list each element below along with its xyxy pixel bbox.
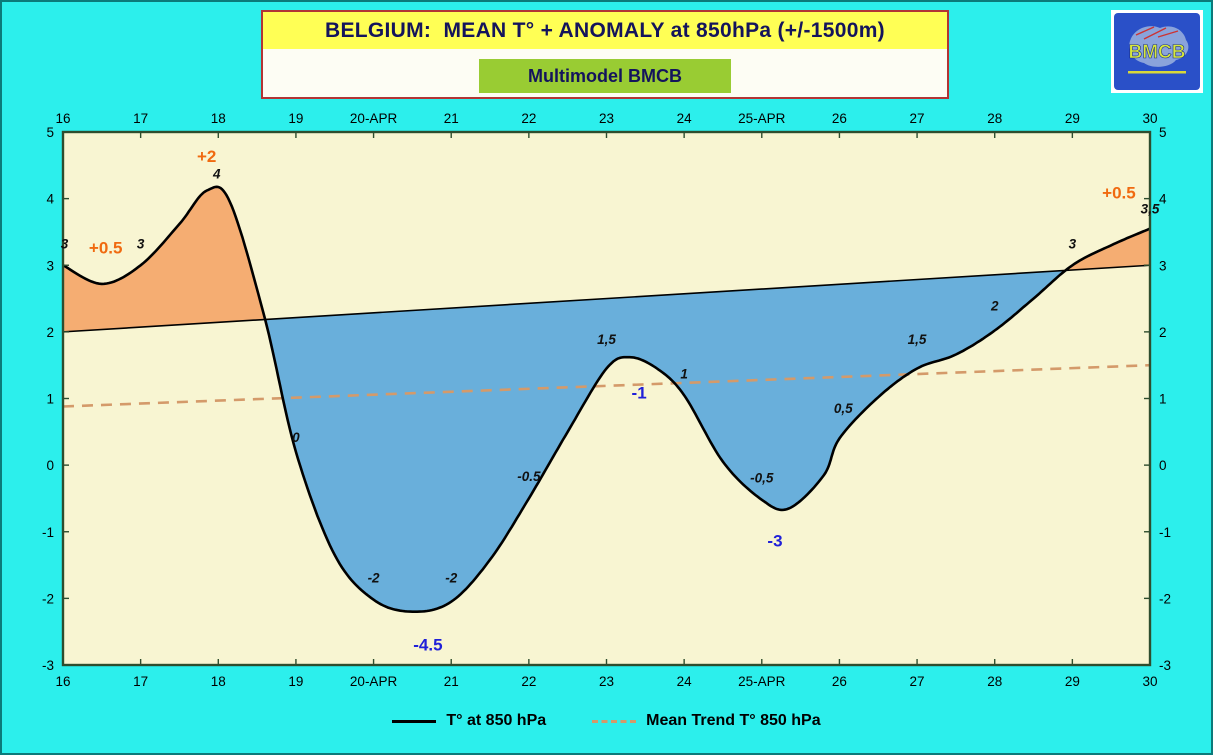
x-tick-label-bottom: 22 <box>521 674 536 689</box>
x-tick-label-top: 21 <box>444 111 459 126</box>
axes: 161617171818191920-APR20-APR212122222323… <box>42 111 1171 689</box>
x-tick-label-bottom: 24 <box>677 674 693 689</box>
svg-text:+2: +2 <box>197 147 216 166</box>
x-tick-label-bottom: 21 <box>444 674 459 689</box>
positive-anomaly-fill <box>1065 228 1150 271</box>
svg-text:-1: -1 <box>632 384 647 403</box>
svg-text:3: 3 <box>1069 237 1077 252</box>
y-tick-label-right: 4 <box>1159 192 1167 207</box>
x-tick-label-top: 29 <box>1065 111 1080 126</box>
svg-text:-3: -3 <box>767 531 782 550</box>
x-tick-label-bottom: 20-APR <box>350 674 398 689</box>
x-tick-label-bottom: 29 <box>1065 674 1080 689</box>
bmcb-logo-graphic: BMCB <box>1114 13 1200 90</box>
y-tick-label-left: -2 <box>42 591 54 606</box>
x-tick-label-top: 17 <box>133 111 148 126</box>
svg-text:-2: -2 <box>368 570 380 585</box>
y-tick-label-right: 0 <box>1159 458 1167 473</box>
legend-trend: Mean Trend T° 850 hPa <box>592 712 821 730</box>
y-tick-label-left: 1 <box>46 392 54 407</box>
positive-anomaly-fill <box>63 186 266 332</box>
x-tick-label-top: 20-APR <box>350 111 398 126</box>
svg-text:2: 2 <box>990 299 999 314</box>
svg-text:-0.5: -0.5 <box>517 469 541 484</box>
chart-legend: T° at 850 hPa Mean Trend T° 850 hPa <box>2 707 1211 735</box>
x-tick-label-bottom: 30 <box>1142 674 1157 689</box>
curve-value-labels: 3 3 4 0 -2 -2 -0.5 1,5 1 -0,5 0,5 1,5 2 3 3,5 <box>61 167 1160 586</box>
mean-line <box>62 264 1151 333</box>
svg-text:1,5: 1,5 <box>597 332 616 347</box>
bmcb-logo: BMCB <box>1111 10 1203 93</box>
x-tick-label-top: 26 <box>832 111 847 126</box>
x-tick-label-top: 25-APR <box>738 111 786 126</box>
svg-text:3: 3 <box>61 237 69 252</box>
x-tick-label-bottom: 25-APR <box>738 674 786 689</box>
svg-text:0,5: 0,5 <box>834 401 853 416</box>
y-tick-label-right: 2 <box>1159 325 1167 340</box>
svg-text:1,5: 1,5 <box>908 332 927 347</box>
x-tick-label-bottom: 17 <box>133 674 148 689</box>
x-tick-label-bottom: 27 <box>910 674 925 689</box>
y-tick-label-left: 2 <box>46 325 54 340</box>
x-tick-label-bottom: 23 <box>599 674 614 689</box>
x-tick-label-top: 19 <box>288 111 303 126</box>
anomaly-labels: +0.5 +2 -4.5 -1 -3 +0.5 <box>89 147 1136 654</box>
x-tick-label-top: 28 <box>987 111 1002 126</box>
y-tick-label-right: 5 <box>1159 125 1167 140</box>
svg-text:1: 1 <box>680 367 688 382</box>
legend-trend-label: Mean Trend T° 850 hPa <box>646 712 821 729</box>
svg-text:-2: -2 <box>445 570 457 585</box>
trend-line <box>62 363 1151 408</box>
chart-subtitle: Multimodel BMCB <box>479 59 731 93</box>
bmcb-logo-text: BMCB <box>1129 42 1186 63</box>
svg-text:+0.5: +0.5 <box>1102 184 1136 203</box>
x-tick-label-top: 18 <box>211 111 226 126</box>
y-tick-label-left: -1 <box>42 525 54 540</box>
y-tick-label-right: -3 <box>1159 658 1171 673</box>
x-tick-label-top: 16 <box>55 111 70 126</box>
svg-text:3,5: 3,5 <box>1141 201 1160 216</box>
x-tick-label-top: 24 <box>677 111 693 126</box>
x-tick-label-bottom: 18 <box>211 674 226 689</box>
y-tick-label-right: 3 <box>1159 258 1167 273</box>
y-tick-label-left: 0 <box>46 458 54 473</box>
chart-title: BELGIUM: MEAN T° + ANOMALY at 850hPa (+/… <box>263 12 947 49</box>
negative-anomaly-fill <box>265 270 1066 612</box>
svg-text:3: 3 <box>137 237 145 252</box>
y-tick-label-left: 5 <box>46 125 54 140</box>
svg-text:-0,5: -0,5 <box>750 470 774 485</box>
svg-text:+0.5: +0.5 <box>89 238 123 257</box>
x-tick-label-top: 27 <box>910 111 925 126</box>
x-tick-label-bottom: 26 <box>832 674 847 689</box>
trend-line-swatch <box>592 719 637 723</box>
anomaly-fills <box>63 186 1150 612</box>
x-tick-label-top: 22 <box>521 111 536 126</box>
x-tick-label-bottom: 16 <box>55 674 70 689</box>
x-tick-label-top: 30 <box>1142 111 1157 126</box>
y-tick-label-right: -1 <box>1159 525 1171 540</box>
temperature-curve <box>62 185 1151 613</box>
legend-temperature: T° at 850 hPa <box>392 712 546 730</box>
chart-area: 161617171818191920-APR20-APR212122222323… <box>42 111 1171 689</box>
y-tick-label-left: 4 <box>46 192 54 207</box>
y-tick-label-right: 1 <box>1159 392 1167 407</box>
y-tick-label-right: -2 <box>1159 591 1171 606</box>
x-tick-label-bottom: 28 <box>987 674 1002 689</box>
temperature-line-swatch <box>392 719 437 723</box>
svg-text:4: 4 <box>212 167 221 182</box>
title-box: BELGIUM: MEAN T° + ANOMALY at 850hPa (+/… <box>261 10 949 99</box>
x-tick-label-top: 23 <box>599 111 614 126</box>
svg-text:0: 0 <box>292 430 300 445</box>
legend-temperature-label: T° at 850 hPa <box>446 712 547 729</box>
x-tick-label-bottom: 19 <box>288 674 303 689</box>
y-tick-label-left: 3 <box>46 258 54 273</box>
svg-text:-4.5: -4.5 <box>413 635 442 654</box>
y-tick-label-left: -3 <box>42 658 54 673</box>
